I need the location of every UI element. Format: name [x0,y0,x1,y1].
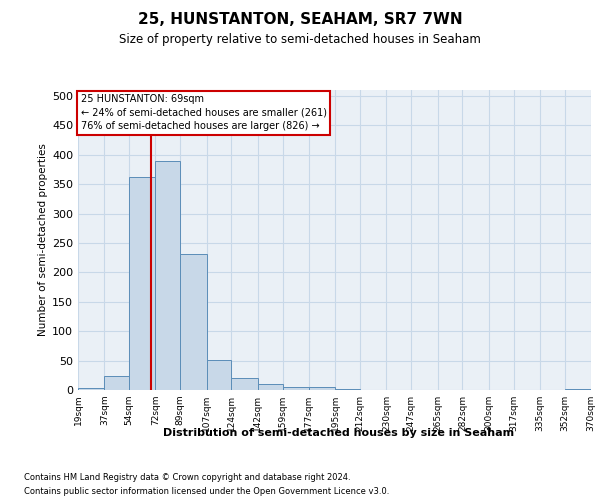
Bar [181,254,206,390]
Text: Size of property relative to semi-detached houses in Seaham: Size of property relative to semi-detach… [119,32,481,46]
Bar [104,376,129,390]
Bar [258,384,283,390]
Bar [565,389,591,390]
Bar [232,378,258,390]
Text: Contains HM Land Registry data © Crown copyright and database right 2024.: Contains HM Land Registry data © Crown c… [24,472,350,482]
Bar [78,388,104,390]
Text: Distribution of semi-detached houses by size in Seaham: Distribution of semi-detached houses by … [163,428,515,438]
Bar [309,387,335,390]
Bar [206,360,232,390]
Text: 25 HUNSTANTON: 69sqm
← 24% of semi-detached houses are smaller (261)
76% of semi: 25 HUNSTANTON: 69sqm ← 24% of semi-detac… [80,94,326,131]
Y-axis label: Number of semi-detached properties: Number of semi-detached properties [38,144,48,336]
Bar [155,160,181,390]
Bar [283,387,309,390]
Bar [129,177,155,390]
Text: Contains public sector information licensed under the Open Government Licence v3: Contains public sector information licen… [24,488,389,496]
Text: 25, HUNSTANTON, SEAHAM, SR7 7WN: 25, HUNSTANTON, SEAHAM, SR7 7WN [137,12,463,28]
